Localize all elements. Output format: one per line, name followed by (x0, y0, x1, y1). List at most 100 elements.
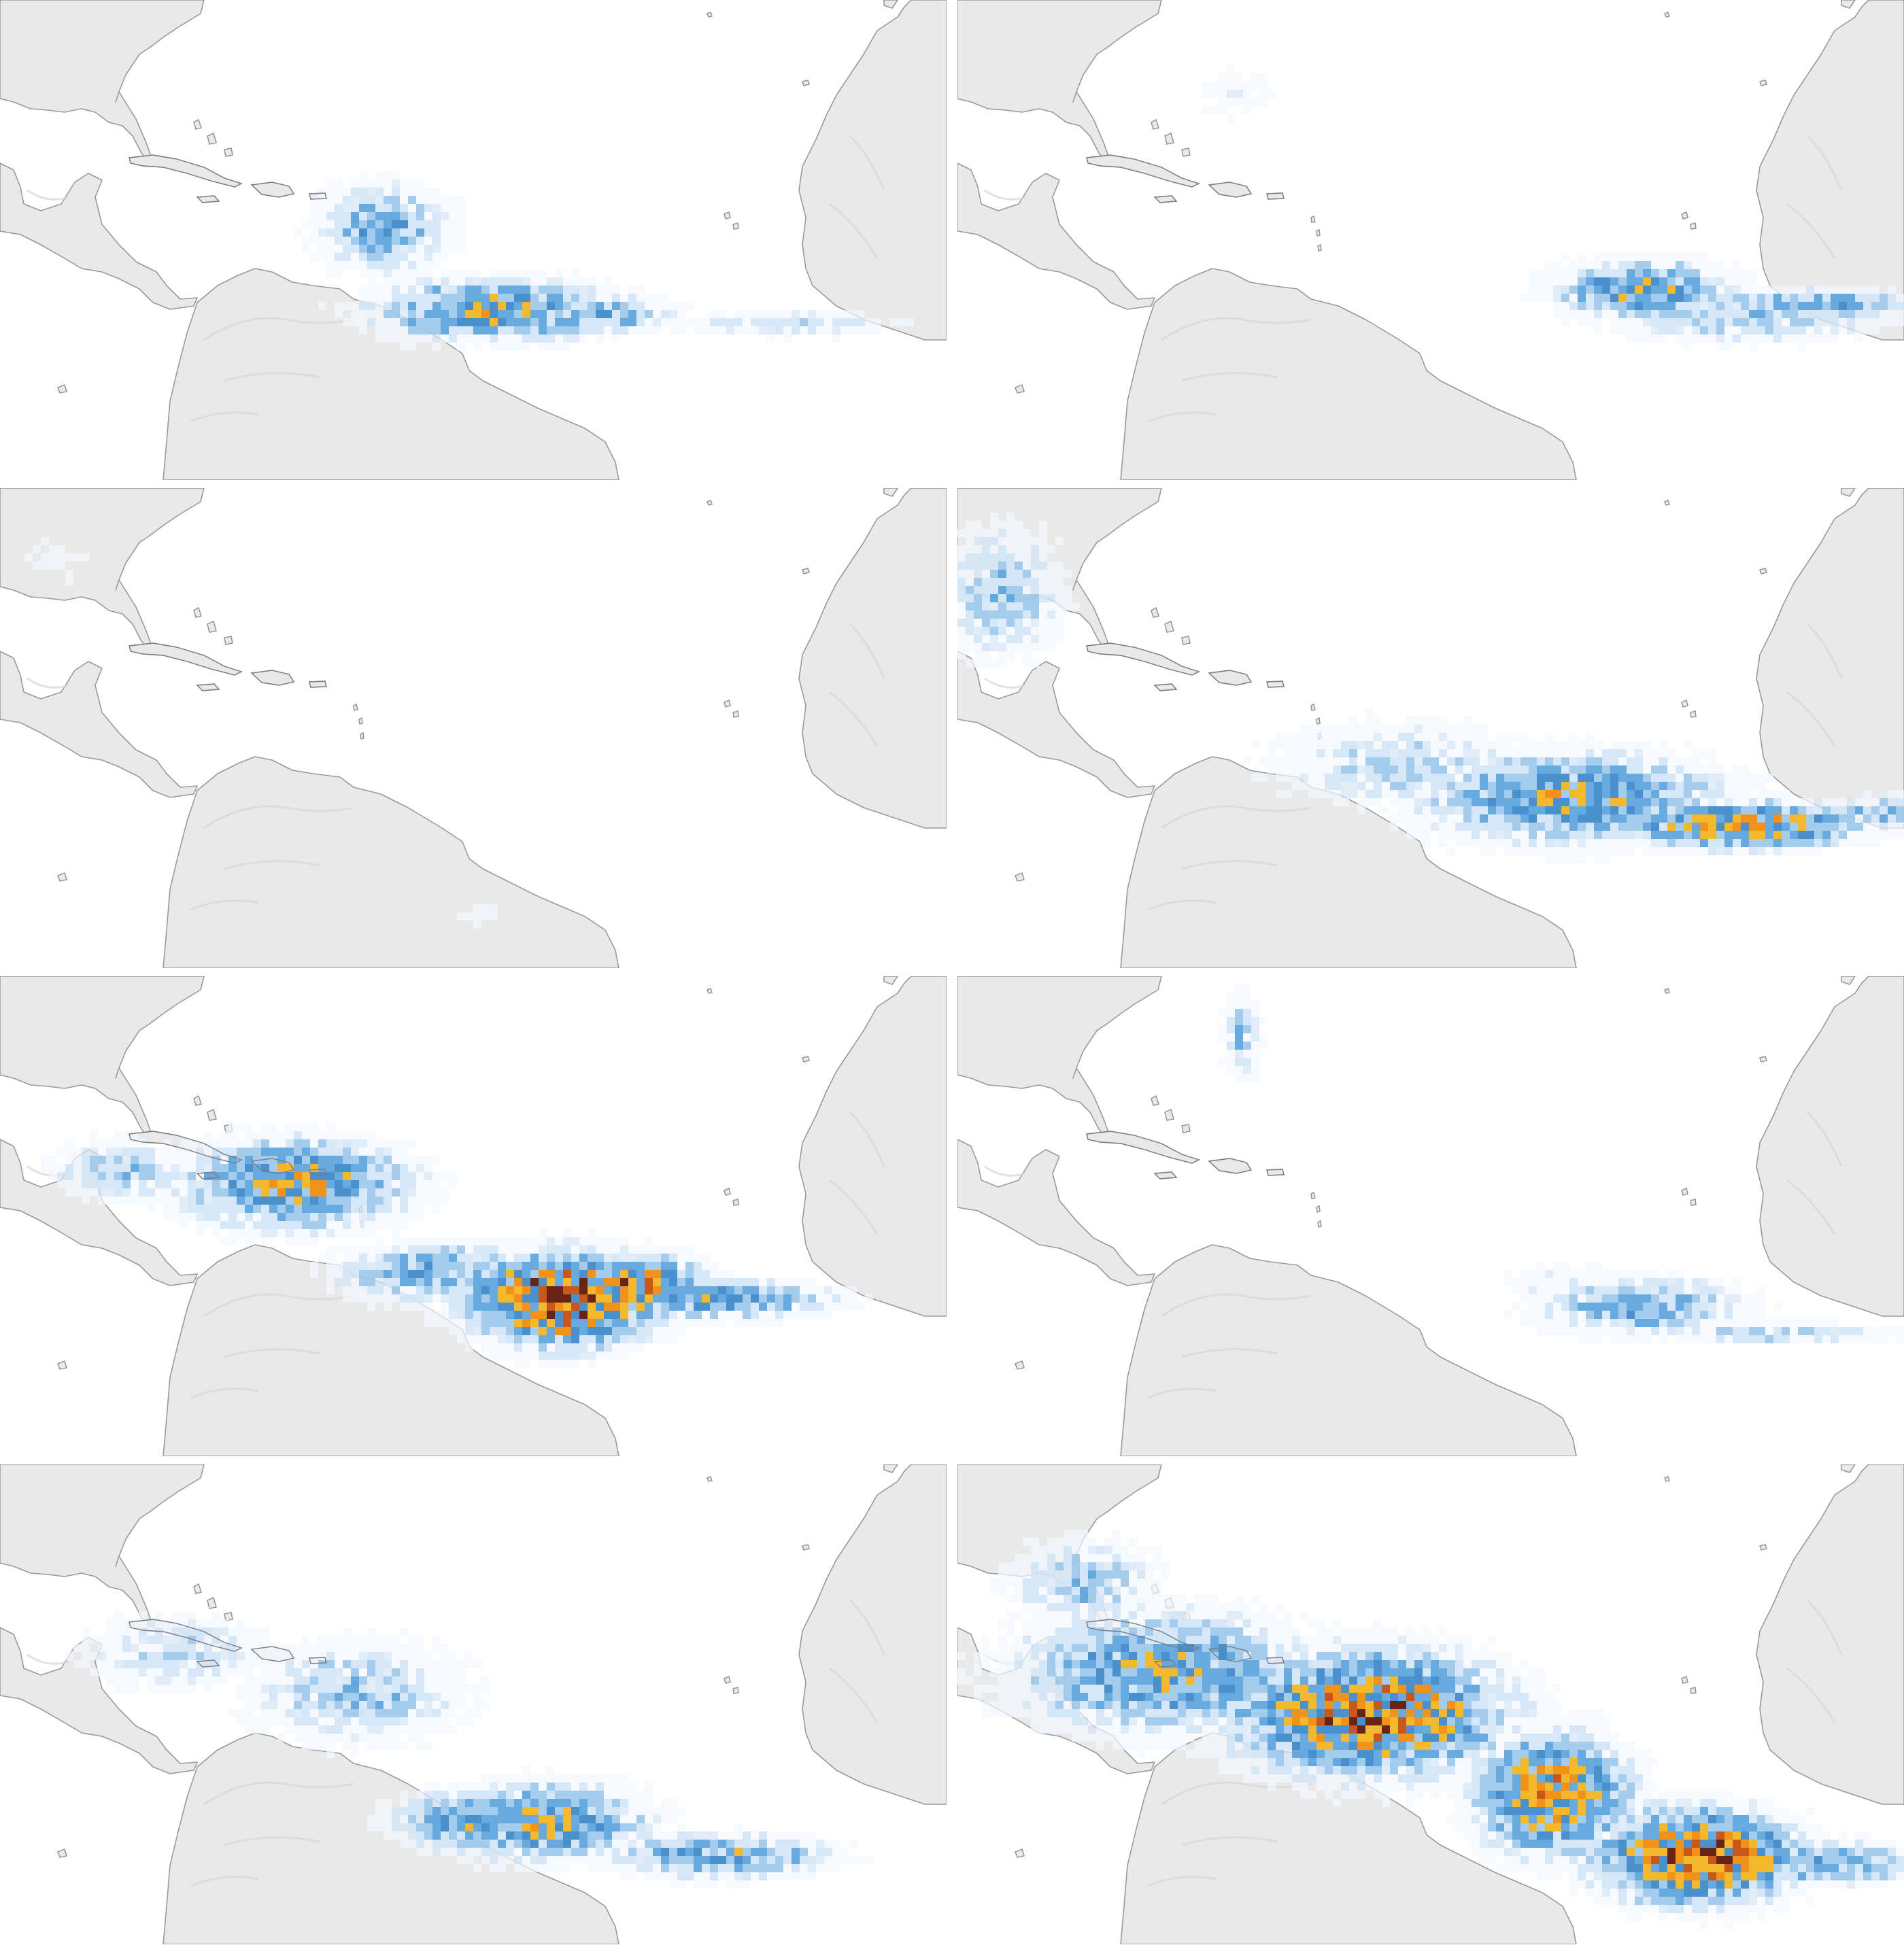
density-cell (180, 1180, 188, 1188)
density-cell (245, 1164, 253, 1172)
density-cell (539, 1799, 547, 1807)
density-cell (1357, 733, 1365, 741)
density-cell (359, 261, 367, 269)
density-cell (367, 1303, 375, 1311)
density-cell (408, 1709, 416, 1717)
density-cell (1643, 847, 1651, 855)
density-cell (1880, 806, 1888, 814)
density-cell (710, 1848, 718, 1856)
density-cell (351, 1245, 359, 1254)
density-cell (1569, 749, 1578, 757)
density-cell (1569, 1270, 1578, 1278)
density-cell (384, 204, 392, 212)
density-cell (1349, 733, 1357, 741)
density-cell (432, 196, 441, 204)
density-cell (1773, 847, 1782, 855)
density-cell (1700, 1327, 1708, 1335)
density-cell (824, 1864, 832, 1872)
density-cell (465, 1685, 473, 1693)
density-cell (1439, 831, 1447, 839)
density-cell (302, 1237, 310, 1245)
density-cell (1741, 286, 1749, 294)
density-cell (122, 1188, 131, 1197)
density-cell (310, 1229, 318, 1237)
density-cell (1618, 782, 1627, 790)
density-cell (514, 1823, 522, 1831)
density-cell (579, 1856, 588, 1864)
density-cell (1431, 733, 1439, 741)
density-cell (1357, 806, 1365, 814)
density-cell (1569, 806, 1578, 814)
density-cell (1627, 334, 1635, 343)
density-cell (1692, 318, 1700, 326)
density-cell (155, 1188, 163, 1197)
density-cell (677, 1303, 685, 1311)
density-cell (800, 1872, 808, 1880)
density-cell (302, 1644, 310, 1652)
density-cell (449, 1294, 457, 1303)
density-cell (832, 1294, 840, 1303)
density-cell (302, 1717, 310, 1725)
density-cell (277, 1180, 286, 1188)
density-cell (1227, 65, 1235, 73)
density-cell (147, 1628, 155, 1636)
density-cell (1480, 847, 1488, 855)
density-cell (424, 318, 432, 326)
density-cell (555, 1286, 563, 1294)
density-cell (1659, 277, 1667, 286)
density-cell (73, 1180, 82, 1188)
density-cell (1831, 1319, 1839, 1327)
density-cell (1700, 814, 1708, 823)
density-cell (318, 1644, 326, 1652)
density-cell (408, 1294, 416, 1303)
density-cell (840, 1303, 849, 1311)
island (1664, 988, 1670, 994)
density-cell (677, 1856, 685, 1864)
density-cell (1765, 302, 1773, 310)
density-cell (1374, 774, 1382, 782)
density-cell (392, 1807, 400, 1815)
density-cell (596, 1270, 604, 1278)
density-cell (490, 343, 498, 351)
density-cell (326, 269, 335, 277)
density-cell (277, 1221, 286, 1229)
density-cell (1790, 326, 1798, 334)
density-cell (571, 1262, 579, 1270)
density-cell (1896, 798, 1904, 806)
density-cell (1561, 310, 1569, 318)
density-cell (416, 310, 424, 318)
density-cell (326, 1156, 335, 1164)
density-cell (326, 1262, 335, 1270)
density-cell (1586, 1335, 1594, 1343)
density-cell (734, 1872, 743, 1880)
density-cell (604, 1278, 612, 1286)
density-cell (1586, 302, 1594, 310)
density-cell (1814, 1319, 1822, 1327)
density-cell (473, 1685, 481, 1693)
density-cell (106, 1668, 114, 1676)
density-cell (1651, 1311, 1659, 1319)
density-cell (1831, 839, 1839, 847)
density-cell (620, 294, 628, 302)
density-cell (188, 1188, 196, 1197)
density-cell (310, 1742, 318, 1750)
density-cell (1545, 798, 1553, 806)
density-cell (661, 1286, 669, 1294)
density-cell (1635, 1270, 1643, 1278)
density-cell (498, 334, 506, 343)
density-cell (775, 1840, 783, 1848)
density-cell (1529, 847, 1537, 855)
density-cell (816, 1311, 824, 1319)
density-cell (367, 196, 375, 204)
density-cell (481, 1676, 490, 1685)
density-cell (432, 1840, 441, 1848)
density-cell (596, 1303, 604, 1311)
density-cell (588, 1783, 596, 1791)
density-cell (424, 1676, 432, 1685)
density-cell (1749, 318, 1757, 326)
density-cell (1594, 855, 1602, 863)
density-cell (326, 1685, 335, 1693)
density-cell (1537, 823, 1545, 831)
density-cell (1692, 1278, 1700, 1286)
density-cell (677, 1327, 685, 1335)
